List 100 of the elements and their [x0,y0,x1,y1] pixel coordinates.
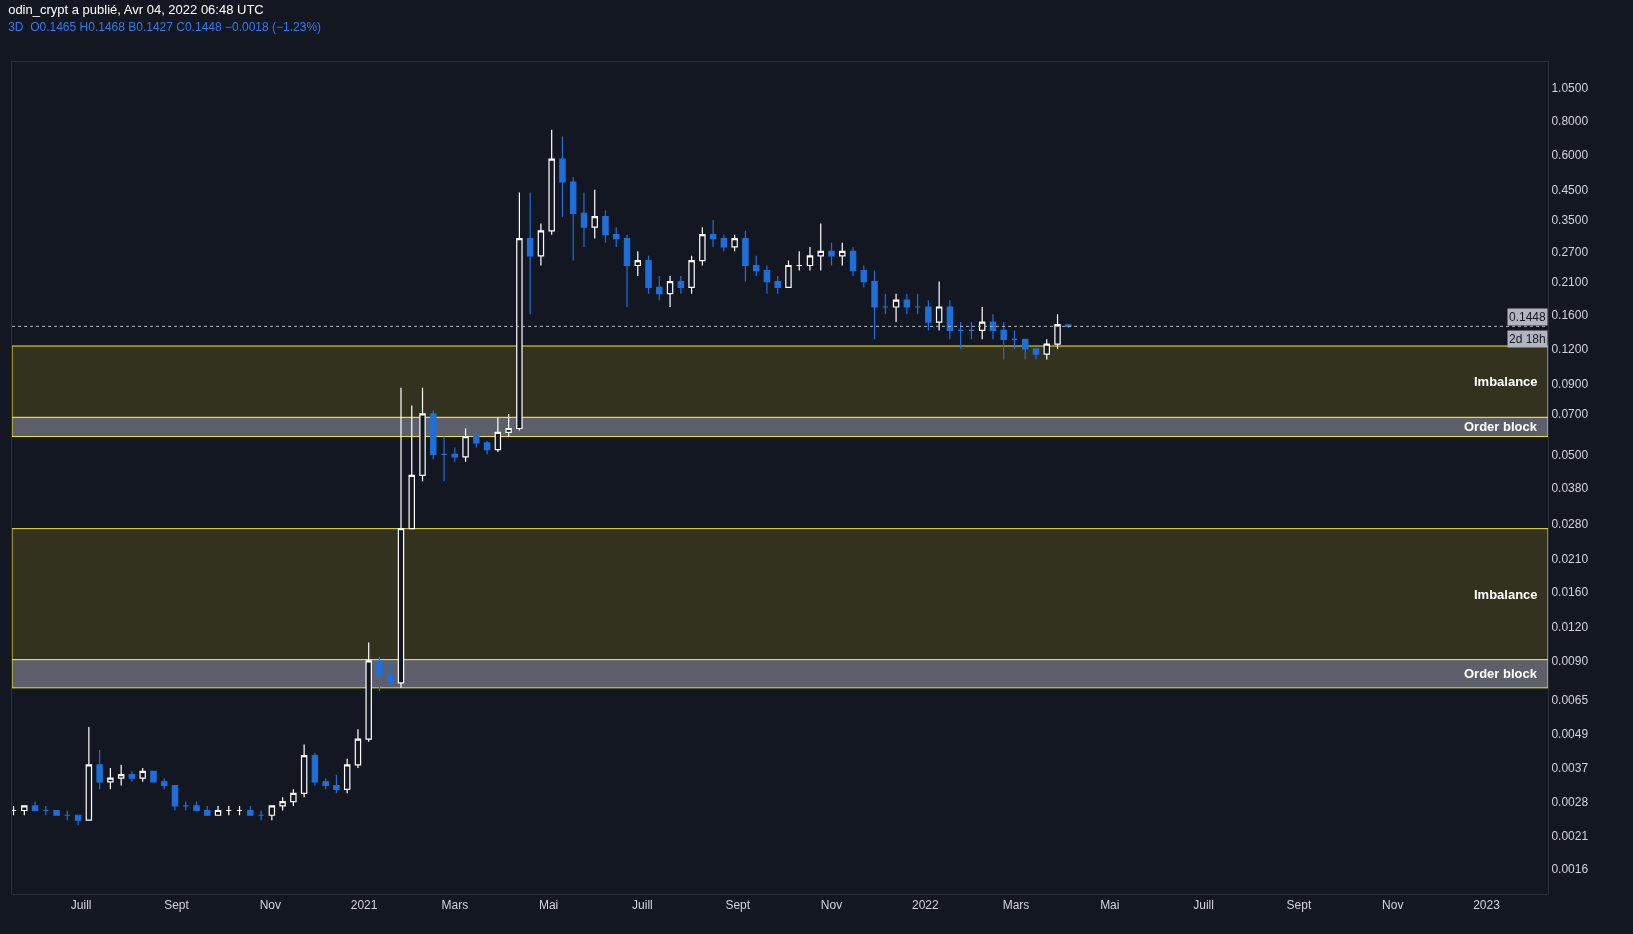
y-tick-label: 0.0900 [1551,376,1589,391]
candlestick [21,805,28,816]
candlestick [699,226,706,267]
candlestick [688,255,695,295]
candlestick [150,770,157,783]
candlestick [31,800,39,812]
candlestick [257,809,265,821]
x-tick-label: 2022 [911,898,939,913]
band-label: Imbalance [1474,587,1538,602]
y-tick-label: 0.1200 [1551,342,1589,357]
y-tick-label: 0.0028 [1551,794,1589,809]
x-tick-label: Nov [1382,898,1404,913]
candlestick [903,293,911,315]
candlestick [1000,321,1007,361]
chart-title: odin_crypt a publié, Avr 04, 2022 06:48 UTC [8,2,264,18]
candlestick [279,796,286,812]
candlestick [742,230,749,283]
band-label: Imbalance [1474,374,1538,389]
candlestick [892,293,900,323]
x-tick-label: Nov [820,898,843,913]
candlestick [74,814,82,826]
y-tick-label: 0.0065 [1551,693,1589,708]
candlestick [290,788,297,807]
y-tick-label: 0.3500 [1551,213,1589,228]
y-tick-label: 0.0021 [1551,829,1589,844]
candlestick [709,219,717,248]
y-tick-label: 0.0280 [1551,517,1589,532]
candlestick [935,280,943,332]
candlestick [989,313,997,340]
y-tick-label: 0.8000 [1551,113,1589,128]
candlestick [537,222,545,267]
candlestick [1022,338,1029,361]
y-tick-label: 0.0016 [1551,862,1589,877]
candlestick [451,446,459,463]
candlestick [785,259,792,289]
candlestick [419,387,426,482]
candlestick [505,413,512,438]
candlestick [925,299,932,332]
candlestick [763,264,771,295]
candlestick [53,809,60,816]
y-tick-label: 0.0120 [1551,619,1589,634]
candlestick [300,743,308,798]
y-tick-label: 0.0380 [1551,480,1589,495]
y-tick-label: 0.6000 [1551,148,1589,163]
candlestick [526,191,534,315]
candlestick [720,234,728,252]
band-label: Order block [1464,419,1538,434]
x-tick-label: Mai [1100,898,1120,913]
candlestick [322,777,329,790]
candlestick [817,222,824,272]
candlestick [968,321,975,340]
candlestick [182,800,189,812]
y-tick-label: 0.2100 [1551,274,1589,289]
y-tick-label: 1.0500 [1551,80,1589,95]
candlestick [1011,329,1018,350]
candlestick [957,321,964,350]
band-label: Order block [1464,666,1538,681]
candlestick [666,275,674,308]
candlestick [731,234,738,252]
candlestick [548,129,555,236]
x-tick-label: Sept [1286,898,1312,913]
x-tick-label: 2023 [1473,898,1501,913]
candlestick [12,805,17,816]
y-tick-label: 0.0500 [1551,447,1589,462]
x-tick-label: 2021 [350,898,378,913]
candlestick [225,805,233,816]
candlestick [160,777,168,790]
candlestick [559,135,566,218]
candlestick [139,767,146,783]
candlestick [171,784,179,812]
candlestick [752,255,760,277]
candlestick [354,728,362,769]
candlestick [387,660,394,687]
candlestick [494,416,502,453]
candlestick [365,641,372,743]
x-tick-label: Sept [725,898,751,913]
candlestick [117,764,125,787]
candlestick [871,270,878,340]
candlestick [516,191,523,432]
x-tick-label: Juill [1193,898,1214,913]
candlestick [1065,324,1072,329]
x-tick-label: Mai [538,898,559,913]
candlestick [1032,348,1040,361]
candlestick [795,250,803,272]
candlestick [42,805,50,816]
candlestick [634,250,642,277]
candlestick [882,293,889,315]
y-tick-label: 0.0160 [1551,584,1589,599]
candlestick [85,726,93,821]
x-tick-label: Nov [259,898,281,913]
candlestick [236,805,243,816]
candlestick [849,246,857,277]
candlestick [333,774,340,794]
candlestick [204,805,211,816]
y-tick-label: 0.0210 [1551,552,1589,567]
candlestick [376,656,383,692]
x-tick-label: Juill [70,898,92,913]
candlestick [96,749,103,790]
candlestick [128,770,136,783]
candlestick [839,242,846,267]
